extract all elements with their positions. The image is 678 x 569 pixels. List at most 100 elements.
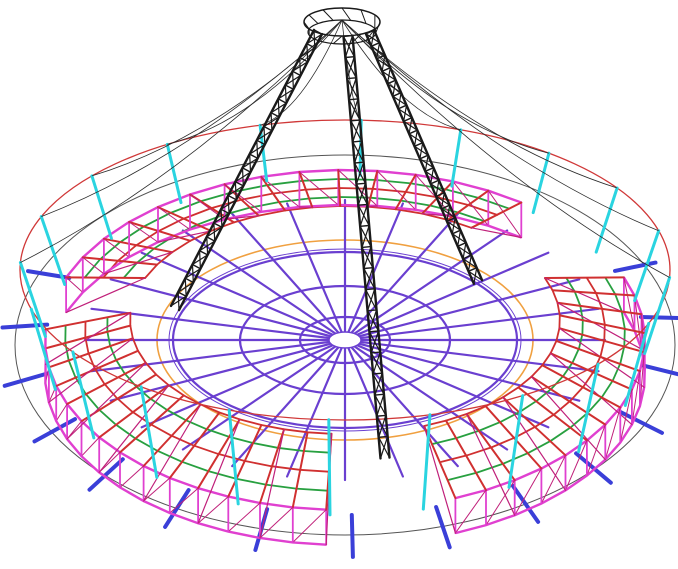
mast-leg-lacing — [408, 117, 413, 135]
mast-leg-batten — [363, 267, 374, 270]
roof-cable — [167, 19, 343, 145]
mast-leg-batten — [381, 66, 391, 73]
mast-leg-batten — [256, 139, 266, 146]
mast-leg-lacing — [346, 56, 355, 80]
stand-bracing — [634, 295, 642, 350]
mast-leg-batten — [352, 140, 363, 143]
grandstand-frames-layer — [44, 168, 647, 546]
stand-diagonal — [44, 312, 131, 365]
mast-cap-lattice — [341, 7, 352, 21]
mast-leg-lacing — [284, 74, 302, 86]
mast-leg-batten — [353, 161, 365, 164]
outer-column — [165, 142, 183, 205]
mast-leg-lacing — [220, 199, 237, 210]
mast-leg-batten — [198, 249, 209, 256]
mast-leg-batten — [291, 70, 302, 77]
stand-rafter — [558, 327, 646, 354]
mast-leg-batten — [467, 267, 478, 272]
mast-leg-lacing — [199, 240, 216, 252]
mast-leg-batten — [440, 204, 451, 210]
mast-leg-batten — [451, 229, 462, 235]
mast-leg-batten — [368, 330, 380, 333]
mast-leg-lacing — [376, 393, 385, 417]
outer-strut — [510, 483, 541, 524]
stand-bracing — [169, 487, 199, 514]
outer-column — [39, 215, 67, 286]
stand-rafter — [102, 237, 174, 254]
mast-leg-lacing — [357, 182, 366, 206]
mast-leg-lacing — [473, 267, 478, 285]
mast-leg-lacing — [430, 167, 435, 185]
stand-rafter — [291, 431, 309, 509]
mast-leg-batten — [361, 245, 372, 249]
stand-bracing — [103, 238, 130, 258]
stand-rafter — [81, 256, 159, 266]
roof-cable — [341, 19, 549, 154]
stand-rafter — [502, 396, 567, 457]
stand-diagonal — [530, 376, 606, 461]
mast-leg-batten — [372, 372, 383, 375]
outer-column — [594, 186, 619, 254]
mast-cap-lattice — [322, 9, 334, 21]
stand-bracing — [487, 190, 522, 238]
mast-leg-lacing — [191, 254, 209, 266]
stand-bracing — [298, 171, 339, 206]
outer-column — [90, 174, 113, 240]
stand-rafter — [367, 170, 379, 208]
mast-leg-lacing — [367, 288, 376, 312]
mast-leg-batten — [248, 153, 259, 160]
stand-rafter — [551, 289, 636, 297]
stand-rafter — [337, 169, 342, 207]
mast-leg-batten — [408, 129, 418, 135]
floor-radial — [90, 307, 347, 342]
stand-rafter — [470, 201, 523, 229]
mast-leg-lacing — [227, 185, 244, 197]
stand-bracing — [586, 424, 606, 476]
outer-column — [227, 408, 240, 506]
stand-rafter — [44, 324, 132, 350]
floor-radial — [286, 338, 347, 478]
stand-bracing — [619, 389, 633, 443]
stand-bracing — [128, 221, 159, 243]
mast-leg-lacing — [451, 217, 456, 235]
mast-leg-batten — [376, 414, 387, 417]
mast-leg-lacing — [361, 224, 370, 248]
stand-bracing — [623, 276, 635, 331]
mast-leg-lacing — [234, 171, 252, 183]
roof-cable — [341, 19, 670, 278]
stand-bracing — [119, 465, 145, 488]
floor-radial — [343, 307, 600, 342]
ground-ring-layer — [14, 154, 676, 536]
outer-strut — [32, 417, 77, 444]
stand-rafter — [66, 361, 147, 405]
stand-rafter — [227, 424, 263, 498]
stand-tier-ring — [84, 321, 329, 473]
mast-leg-lacing — [177, 281, 194, 293]
stand-rafter — [556, 301, 643, 316]
mast-cap-lattice — [360, 9, 367, 24]
stand-rafter — [549, 352, 633, 391]
stand-base-rail — [44, 364, 327, 546]
stand-tier-ring — [440, 277, 606, 463]
mast-leg-lacing — [457, 229, 462, 247]
mast-leg-batten — [277, 98, 287, 104]
mast-leg-lacing — [355, 161, 365, 185]
mast-leg-lacing — [440, 192, 445, 210]
mast-leg-lacing — [419, 142, 424, 160]
mast-leg-batten — [446, 216, 456, 223]
outer-column — [29, 307, 57, 391]
outer-struts-layer — [0, 260, 678, 559]
stand-rafter — [168, 411, 221, 479]
floor-radial — [343, 229, 509, 342]
mast-leg-batten — [403, 116, 413, 123]
ground-ring — [14, 154, 676, 536]
mast-leg-batten — [357, 203, 368, 206]
stand-rafter — [128, 221, 192, 242]
mast-leg-batten — [313, 29, 323, 35]
outer-column — [71, 350, 96, 440]
stand-bracing — [415, 174, 454, 217]
stand-bracing — [81, 436, 100, 457]
mast-leg-batten — [346, 77, 357, 80]
mast-leg-batten — [227, 194, 237, 201]
